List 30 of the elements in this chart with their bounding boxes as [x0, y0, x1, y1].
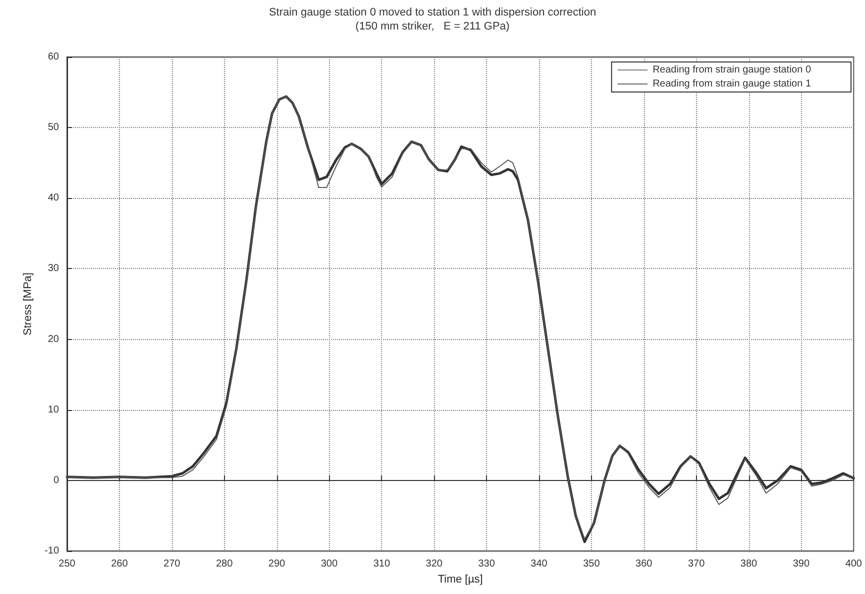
y-tick-label: -10	[44, 546, 60, 556]
x-tick-label: 320	[426, 558, 443, 570]
x-tick-label: 310	[373, 558, 390, 570]
x-tick-label: 340	[530, 558, 548, 570]
x-tick-label: 370	[688, 558, 706, 570]
x-tick-label: 380	[740, 558, 758, 570]
x-tick-label: 400	[845, 558, 862, 570]
chart-subtitle: (150 mm striker, E = 211 GPa)	[355, 20, 510, 32]
y-tick-label: 50	[48, 122, 60, 134]
x-tick-label: 330	[478, 558, 496, 570]
x-tick-label: 270	[164, 558, 181, 570]
x-tick-label: 250	[58, 558, 76, 570]
x-tick-label: 290	[268, 558, 286, 570]
x-tick-label: 390	[792, 558, 810, 570]
y-tick-label: 40	[48, 192, 60, 204]
x-axis-title: Time [µs]	[438, 573, 483, 586]
x-tick-label: 360	[636, 558, 653, 570]
y-tick-label: 20	[48, 334, 60, 345]
x-tick-label: 280	[216, 558, 234, 570]
y-tick-label: 30	[48, 263, 60, 274]
y-tick-label: 10	[48, 404, 60, 416]
x-tick-label: 300	[320, 558, 338, 570]
legend-label: Reading from strain gauge station 0	[652, 64, 812, 76]
x-tick-label: 260	[111, 558, 128, 570]
chart-title: Strain gauge station 0 moved to station 1 with dispersion correction	[268, 6, 596, 18]
y-tick-label: 0	[53, 474, 60, 486]
y-tick-label: 60	[48, 52, 60, 62]
legend-label: Reading from strain gauge station 1	[652, 78, 812, 90]
x-tick-label: 350	[583, 558, 600, 570]
y-axis-title: Stress [MPa]	[22, 272, 34, 336]
